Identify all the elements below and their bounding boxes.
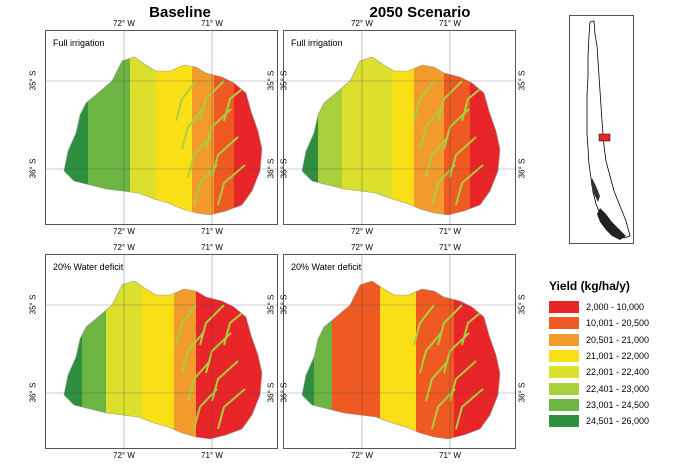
legend-label: 24,501 - 26,000 <box>586 416 650 427</box>
lat-35s-right: 35° S <box>517 294 527 315</box>
lat-36s-right: 36° S <box>517 382 527 403</box>
lat-36s-left: 36° S <box>28 382 38 403</box>
lon-72w-bottom: 72° W <box>351 451 373 460</box>
legend-item: 24,501 - 26,000 <box>549 413 649 429</box>
lon-72w-top: 72° W <box>113 243 135 252</box>
lat-35s-left: 35° S <box>28 294 38 315</box>
lat-36s-right: 36° S <box>279 158 289 179</box>
legend-swatch <box>549 398 579 411</box>
lon-71w-bottom: 71° W <box>201 451 223 460</box>
legend-label: 2,000 - 10,000 <box>586 302 645 313</box>
lat-36s-right: 36° S <box>279 382 289 403</box>
legend-swatch <box>549 350 579 363</box>
yield-raster <box>284 31 517 226</box>
lon-72w-bottom: 72° W <box>113 227 135 236</box>
scenario-label: 20% Water deficit <box>53 262 124 272</box>
scenario-label: Full irrigation <box>291 38 343 48</box>
lat-35s-right: 35° S <box>279 70 289 91</box>
yield-raster <box>46 255 279 450</box>
lat-35s-right: 35° S <box>279 294 289 315</box>
lon-71w-bottom: 71° W <box>439 227 461 236</box>
legend-item: 22,401 - 23,000 <box>549 380 649 396</box>
lon-72w-top: 72° W <box>351 243 373 252</box>
legend-label: 22,001 - 22,400 <box>586 367 650 378</box>
legend-item: 21,001 - 22,000 <box>549 348 649 364</box>
yield-legend: Yield (kg/ha/y) 2,000 - 10,000 10,001 - 2… <box>549 279 649 429</box>
lat-36s-right: 36° S <box>517 158 527 179</box>
lat-36s-left: 36° S <box>266 158 276 179</box>
legend-item: 22,001 - 22,400 <box>549 364 649 380</box>
legend-swatch <box>549 415 579 428</box>
lon-71w-top: 71° W <box>439 19 461 28</box>
legend-swatch <box>549 382 579 395</box>
lon-71w-bottom: 71° W <box>201 227 223 236</box>
lat-35s-left: 35° S <box>266 70 276 91</box>
legend-swatch <box>549 301 579 314</box>
legend-title: Yield (kg/ha/y) <box>549 279 630 293</box>
legend-item: 2,000 - 10,000 <box>549 299 649 315</box>
legend-swatch <box>549 333 579 346</box>
lat-36s-left: 36° S <box>28 158 38 179</box>
lon-71w-top: 71° W <box>201 19 223 28</box>
legend-label: 21,001 - 22,000 <box>586 351 650 362</box>
legend-item: 20,501 - 21,000 <box>549 332 649 348</box>
baseline-water-deficit-map: 20% Water deficit <box>45 254 279 450</box>
legend-label: 23,001 - 24,500 <box>586 399 650 410</box>
legend-swatch <box>549 317 579 330</box>
lat-35s-left: 35° S <box>266 294 276 315</box>
legend-item: 10,001 - 20,500 <box>549 315 649 331</box>
yield-raster <box>284 255 517 450</box>
lon-72w-bottom: 72° W <box>351 227 373 236</box>
legend-label: 22,401 - 23,000 <box>586 383 650 394</box>
lat-35s-left: 35° S <box>28 70 38 91</box>
lon-71w-top: 71° W <box>439 243 461 252</box>
legend-label: 10,001 - 20,500 <box>586 318 650 329</box>
lat-36s-left: 36° S <box>266 382 276 403</box>
study-area-marker <box>598 133 611 142</box>
baseline-full-irrigation-map: Full irrigation <box>45 30 279 226</box>
scenario-full-irrigation-map: Full irrigation <box>283 30 517 226</box>
lon-72w-bottom: 72° W <box>113 451 135 460</box>
legend-swatch <box>549 366 579 379</box>
scenario-water-deficit-map: 20% Water deficit <box>283 254 517 450</box>
scenario-label: 20% Water deficit <box>291 262 362 272</box>
lon-71w-top: 71° W <box>201 243 223 252</box>
scenario-label: Full irrigation <box>53 38 105 48</box>
legend-item: 23,001 - 24,500 <box>549 397 649 413</box>
lon-71w-bottom: 71° W <box>439 451 461 460</box>
baseline-title: Baseline <box>149 4 211 21</box>
chile-outline <box>586 20 631 240</box>
lat-35s-right: 35° S <box>517 70 527 91</box>
lon-72w-top: 72° W <box>113 19 135 28</box>
chile-inset-map <box>569 15 634 244</box>
scenario-2050-title: 2050 Scenario <box>369 4 471 21</box>
yield-raster <box>46 31 279 226</box>
legend-label: 20,501 - 21,000 <box>586 334 650 345</box>
lon-72w-top: 72° W <box>351 19 373 28</box>
